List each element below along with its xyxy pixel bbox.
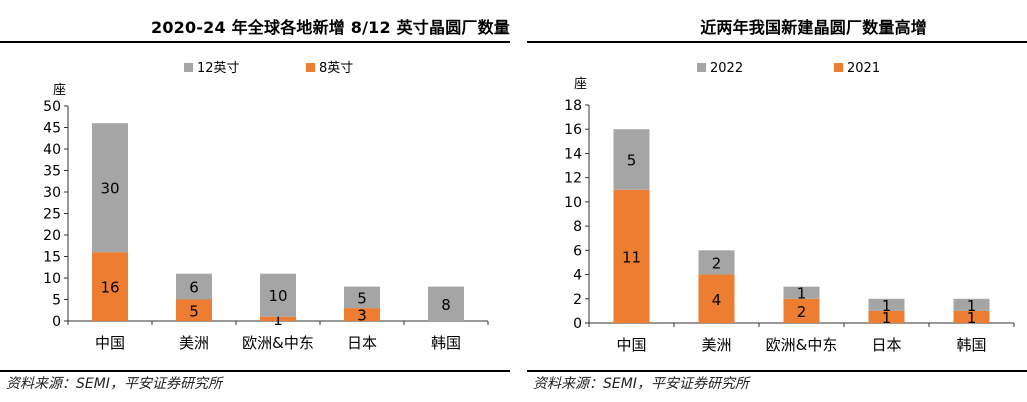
bar-segment-8英寸: [176, 299, 212, 321]
y-tick-label: 2: [573, 292, 582, 308]
source-rule-left: [0, 370, 510, 372]
bar-segment-2022: [613, 129, 650, 190]
data-label: 8: [441, 296, 451, 314]
y-tick-label: 20: [43, 228, 61, 244]
data-label: 3: [357, 307, 367, 325]
legend-label-1: 2021: [847, 61, 880, 76]
y-tick-label: 30: [43, 185, 61, 201]
x-category-label: 日本: [871, 336, 901, 354]
chart-left: 12英寸 8英寸座051015202530354045501630中国56美洲11…: [43, 61, 489, 352]
chart-right: 2022 2021座024681012141618115中国42美洲21欧洲&中东…: [564, 61, 1015, 354]
chart-panel-right: 近两年我国新建晶圆厂数量高增 2022 2021 座 0 2 4 6 8 10 12 14 16 18 1…: [527, 0, 1027, 402]
bar-segment-2021: [698, 274, 735, 323]
bar-segment-12英寸: [344, 286, 380, 309]
legend-swatch-1: [834, 63, 843, 72]
x-category-label: 中国: [616, 336, 646, 354]
bar-segment-12英寸: [260, 273, 296, 317]
bar-segment-8英寸: [260, 316, 296, 321]
chart-title-right: 近两年我国新建晶圆厂数量高增: [700, 18, 927, 37]
data-label: 1: [882, 297, 892, 315]
data-label: 16: [100, 279, 119, 297]
legend-swatch-0: [697, 63, 706, 72]
data-label: 6: [189, 279, 199, 297]
bar-segment-12英寸: [92, 123, 128, 253]
y-tick-label: 0: [573, 316, 582, 332]
y-tick-label: 12: [564, 171, 582, 187]
bar-segment-2021: [953, 310, 990, 323]
bar-segment-2021: [783, 298, 820, 323]
chart-title-left: 2020-24 年全球各地新增 8/12 英寸晶圆厂数量: [151, 18, 510, 37]
legend-label-0: 2022: [710, 61, 743, 76]
data-label: 10: [268, 287, 287, 305]
x-category-label: 美洲: [179, 334, 209, 352]
data-label: 1: [797, 285, 807, 303]
y-tick-label: 18: [564, 98, 582, 114]
legend-swatch-1: [306, 63, 315, 72]
data-label: 4: [712, 291, 722, 309]
x-category-label: 美洲: [701, 336, 731, 354]
bar-segment-2022: [868, 298, 905, 311]
bar-segment-2021: [868, 310, 905, 323]
x-category-label: 欧洲&中东: [242, 334, 314, 352]
data-label: 1: [273, 311, 283, 329]
y-tick-label: 10: [43, 271, 61, 287]
source-note-left: 资料来源：SEMI，平安证券研究所: [6, 376, 222, 392]
y-tick-label: 6: [573, 243, 582, 259]
data-label: 2: [712, 254, 722, 272]
x-category-label: 韩国: [431, 334, 461, 352]
legend-label-0: 12英寸: [197, 61, 240, 76]
y-tick-label: 14: [564, 146, 582, 162]
title-rule-right: [527, 41, 1027, 43]
bar-segment-2022: [953, 298, 990, 311]
data-label: 5: [627, 152, 637, 170]
bar-segment-2021: [613, 189, 650, 323]
bar-segment-12英寸: [176, 273, 212, 300]
x-category-label: 中国: [95, 334, 125, 352]
source-note-right: 资料来源：SEMI，平安证券研究所: [533, 376, 749, 392]
y-tick-label: 4: [573, 268, 582, 284]
data-label: 2: [797, 303, 807, 321]
data-label: 5: [189, 302, 199, 320]
x-category-label: 韩国: [956, 336, 986, 354]
bar-segment-8英寸: [344, 308, 380, 321]
y-axis-unit-label: 座: [53, 83, 66, 98]
bar-segment-2022: [783, 286, 820, 299]
y-tick-label: 40: [43, 142, 61, 158]
data-label: 1: [882, 309, 892, 327]
y-tick-label: 15: [43, 250, 61, 266]
x-category-label: 欧洲&中东: [766, 336, 838, 354]
x-category-label: 日本: [347, 334, 377, 352]
y-tick-label: 8: [573, 219, 582, 235]
y-tick-label: 35: [43, 164, 61, 180]
bar-segment-12英寸: [428, 286, 464, 321]
source-rule-right: [527, 370, 1027, 372]
data-label: 1: [967, 309, 977, 327]
y-axis-unit-label: 座: [574, 77, 587, 92]
y-tick-label: 10: [564, 195, 582, 211]
legend-swatch-0: [184, 63, 193, 72]
y-tick-label: 45: [43, 121, 61, 137]
y-tick-label: 5: [52, 293, 61, 309]
bar-segment-2022: [698, 250, 735, 275]
data-label: 1: [967, 297, 977, 315]
y-tick-label: 16: [564, 122, 582, 138]
bar-segment-8英寸: [92, 252, 128, 321]
chart-panel-left: 2020-24 年全球各地新增 8/12 英寸晶圆厂数量 12英寸 8英寸座 0 5 1…: [0, 0, 510, 402]
y-tick-label: 50: [43, 99, 61, 115]
data-label: 30: [100, 180, 119, 198]
y-tick-label: 25: [43, 207, 61, 223]
title-rule-left: [0, 41, 510, 43]
legend-label-1: 8英寸: [319, 61, 353, 76]
data-label: 11: [622, 248, 641, 266]
y-tick-label: 0: [52, 314, 61, 330]
data-label: 5: [357, 289, 367, 307]
